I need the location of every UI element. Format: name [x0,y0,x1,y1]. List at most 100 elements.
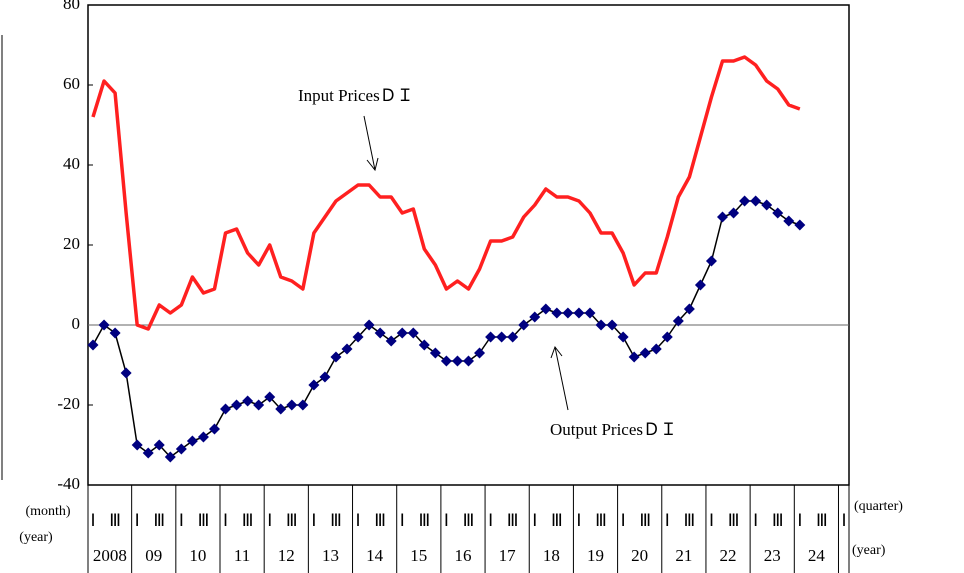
data-point [717,211,729,223]
x-tick-label: Ⅰ [400,511,405,530]
x-tick-label: Ⅲ [109,511,121,530]
x-tick-label: Ⅰ [444,511,449,530]
data-point [308,379,320,391]
x-tick-label: Ⅲ [816,511,828,530]
data-point [385,335,397,347]
data-point [562,307,574,319]
data-point [186,435,198,447]
data-point [175,443,187,455]
x-tick-label: Ⅲ [418,511,430,530]
year-label: 14 [366,546,384,565]
data-point [650,343,662,355]
data-point [87,339,99,351]
data-point [142,447,154,459]
x-tick-label: Ⅰ [532,511,537,530]
arrow-head [366,157,379,172]
data-point [341,343,353,355]
data-point [606,319,618,331]
data-point [164,451,176,463]
year-label: 21 [675,546,692,565]
x-tick-label: Ⅲ [153,511,165,530]
data-point [220,403,232,415]
x-tick-label: Ⅰ [576,511,581,530]
x-tick-label: Ⅰ [753,511,758,530]
year-label: 16 [454,546,471,565]
x-tick-label: Ⅰ [709,511,714,530]
series-line [91,55,801,331]
y-tick-label: 40 [63,154,80,173]
data-point [286,399,298,411]
x-tick-label: Ⅰ [797,511,802,530]
left-label: (month) [25,504,70,519]
x-tick-label: Ⅲ [772,511,784,530]
data-point [694,279,706,291]
x-tick-label: Ⅰ [267,511,272,530]
data-point [705,255,717,267]
data-point [407,327,419,339]
series-line [92,200,801,458]
data-point [474,347,486,359]
y-tick-label: 20 [63,234,80,253]
x-tick-label: Ⅰ [90,511,95,530]
data-point [496,331,508,343]
data-point [275,403,287,415]
x-tick-label: Ⅲ [330,511,342,530]
y-tick-label: 60 [63,74,80,93]
data-point [131,439,143,451]
data-point [319,371,331,383]
right-label: (quarter) [854,499,903,514]
year-label: 12 [278,546,295,565]
arrow [363,115,376,171]
data-point [396,327,408,339]
data-point [683,303,695,315]
data-point [463,355,474,367]
data-point [253,399,265,411]
year-label: 23 [764,546,781,565]
year-label: 13 [322,546,339,565]
data-point [440,355,452,367]
data-point [761,199,773,211]
x-tick-label: Ⅲ [684,511,696,530]
data-point [628,351,640,363]
data-point [540,303,552,315]
data-point [352,331,364,343]
data-point [772,207,784,219]
data-point [529,311,541,323]
data-point [242,395,254,407]
annotation: Output PricesＤＩ [550,420,677,439]
data-point [573,307,585,319]
x-tick-label: Ⅰ [179,511,184,530]
x-tick-label: Ⅰ [223,511,228,530]
year-label: 17 [499,546,517,565]
year-label: 18 [543,546,560,565]
x-tick-label: Ⅲ [286,511,298,530]
year-label: 09 [145,546,162,565]
year-label: 24 [808,546,826,565]
year-label: 22 [720,546,737,565]
data-point [374,327,386,339]
x-tick-label: Ⅰ [356,511,361,530]
year-label: 11 [234,546,250,565]
year-label: 15 [410,546,427,565]
data-point [595,319,607,331]
data-point [98,319,110,331]
data-point [197,431,209,443]
data-point [672,315,684,327]
y-tick-label: 80 [63,0,80,13]
data-point [429,347,441,359]
x-tick-label: Ⅲ [595,511,607,530]
y-tick-label: -20 [57,394,80,413]
data-point [264,391,276,403]
data-point [783,215,795,227]
data-point [617,331,629,343]
x-tick-label: Ⅲ [242,511,254,530]
annotation: Input PricesＤＩ [298,86,414,105]
data-point [794,219,806,231]
year-label: 19 [587,546,604,565]
year-label: 20 [631,546,648,565]
data-point [418,339,430,351]
x-tick-label: Ⅲ [374,511,386,530]
data-point [297,399,309,411]
x-tick-label: Ⅲ [463,511,475,530]
